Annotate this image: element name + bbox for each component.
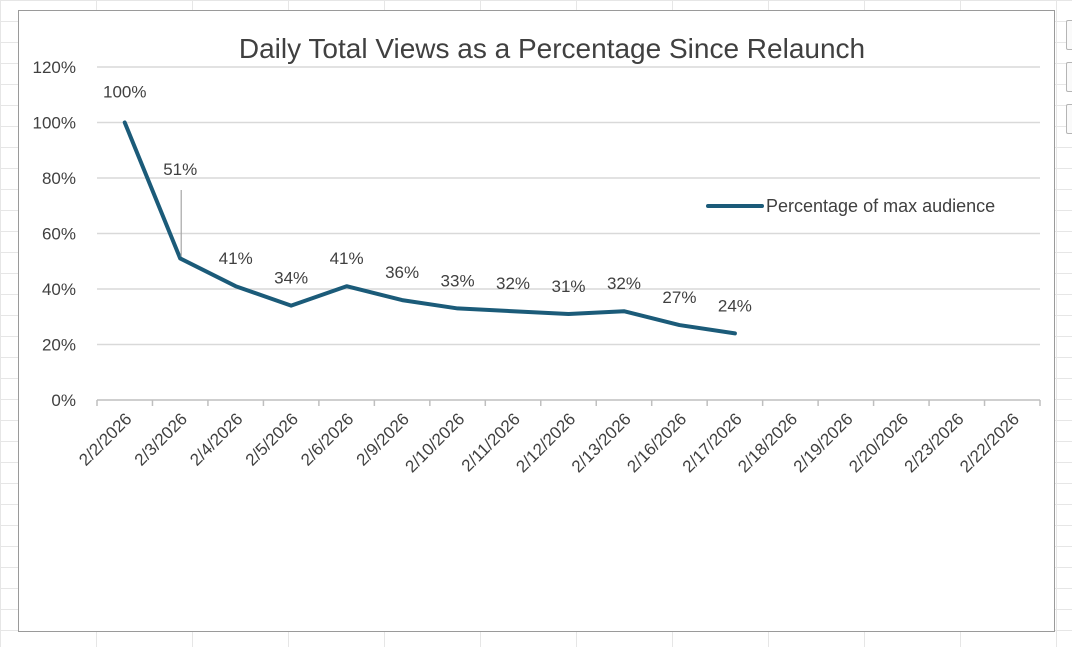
y-tick-label: 80% [42,169,76,188]
x-tick-label: 2/2/2026 [75,409,135,469]
x-tick-label: 2/4/2026 [186,409,246,469]
x-tick-label: 2/5/2026 [242,409,302,469]
data-label: 31% [551,277,585,296]
data-label: 32% [496,274,530,293]
y-tick-label: 120% [33,58,76,77]
data-label: 24% [718,296,752,315]
data-label: 41% [330,249,364,268]
x-tick-label: 2/17/2026 [679,409,746,476]
y-tick-label: 0% [51,391,76,410]
series-line [122,120,737,336]
x-tick-label: 2/6/2026 [297,409,357,469]
data-label: 51% [163,160,197,179]
x-tick-label: 2/16/2026 [623,409,690,476]
data-label: 100% [103,83,146,102]
legend-label: Percentage of max audience [766,196,995,216]
chart-area[interactable] [18,10,1055,632]
x-tick-label: 2/12/2026 [512,409,579,476]
x-tick-label: 2/3/2026 [131,409,191,469]
data-label: 27% [662,288,696,307]
y-tick-label: 60% [42,225,76,244]
chart-title: Daily Total Views as a Percentage Since … [239,33,865,64]
x-tick-label: 2/23/2026 [901,409,968,476]
x-tick-label: 2/13/2026 [568,409,635,476]
data-label: 41% [219,249,253,268]
data-label: 33% [441,271,475,290]
chart-styles-button[interactable] [1066,62,1072,92]
chart-elements-button[interactable] [1066,20,1072,50]
data-label: 32% [607,274,641,293]
chart-filters-button[interactable] [1066,104,1072,134]
x-tick-label: 2/10/2026 [401,409,468,476]
x-tick-label: 2/19/2026 [790,409,857,476]
x-tick-label: 2/20/2026 [845,409,912,476]
x-tick-label: 2/22/2026 [956,409,1023,476]
y-tick-label: 40% [42,280,76,299]
y-tick-label: 100% [33,114,76,133]
y-tick-label: 20% [42,336,76,355]
x-tick-label: 2/18/2026 [734,409,801,476]
data-label: 34% [274,269,308,288]
data-label: 36% [385,263,419,282]
